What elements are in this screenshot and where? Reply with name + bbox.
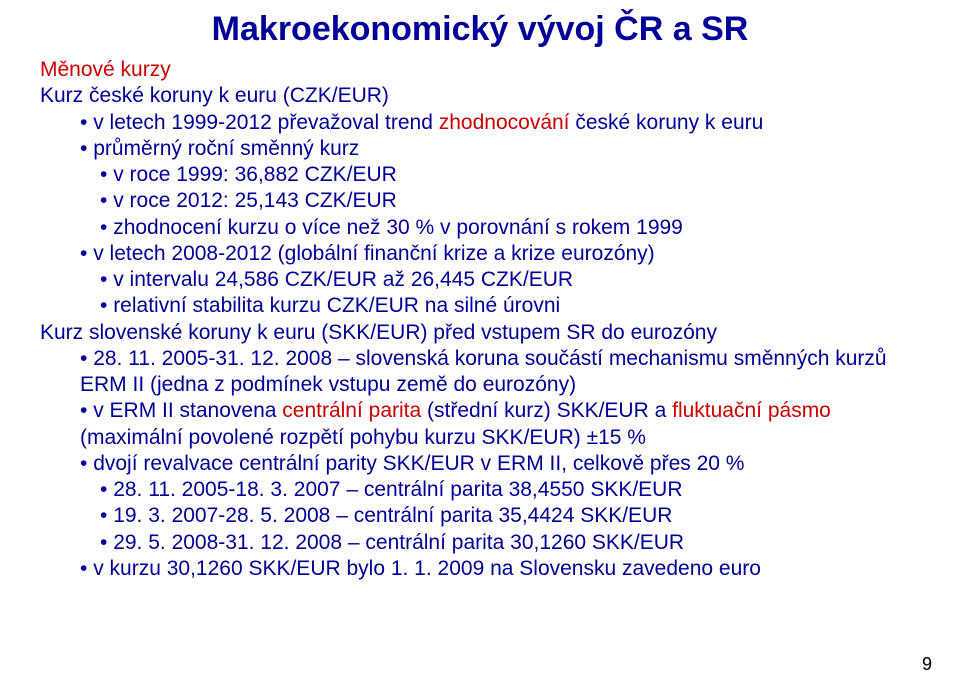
czk-sublist-1: v roce 1999: 36,882 CZK/EUR v roce 2012:… bbox=[40, 162, 920, 241]
skk-sublist: 28. 11. 2005-18. 3. 2007 – centrální par… bbox=[40, 477, 920, 556]
czk-sub-2: v roce 2012: 25,143 CZK/EUR bbox=[100, 188, 920, 214]
highlight-fluktuacni-pasmo: fluktuační pásmo bbox=[672, 399, 831, 422]
slide: Makroekonomický vývoj ČR a SR Měnové kur… bbox=[0, 0, 960, 689]
czk-list: v letech 1999-2012 převažoval trend zhod… bbox=[40, 110, 920, 163]
page-number: 9 bbox=[922, 654, 932, 675]
skk-sub-1: 28. 11. 2005-18. 3. 2007 – centrální par… bbox=[100, 477, 920, 503]
text: v letech 1999-2012 převažoval trend bbox=[93, 111, 439, 134]
czk-list-2: v letech 2008-2012 (globální finanční kr… bbox=[40, 241, 920, 267]
skk-sub-3: 29. 5. 2008-31. 12. 2008 – centrální par… bbox=[100, 530, 920, 556]
skk-bullet-1: 28. 11. 2005-31. 12. 2008 – slovenská ko… bbox=[80, 346, 920, 399]
slide-body: Měnové kurzy Kurz české koruny k euru (C… bbox=[40, 57, 920, 582]
czk-sub-4: v intervalu 24,586 CZK/EUR až 26,445 CZK… bbox=[100, 267, 920, 293]
text: české koruny k euru bbox=[570, 111, 764, 134]
skk-bullet-2: v ERM II stanovena centrální parita (stř… bbox=[80, 398, 920, 451]
czk-bullet-2: průměrný roční směnný kurz bbox=[80, 136, 920, 162]
text: v ERM II stanovena bbox=[93, 399, 282, 422]
skk-list: 28. 11. 2005-31. 12. 2008 – slovenská ko… bbox=[40, 346, 920, 477]
section-heading-menove-kurzy: Měnové kurzy bbox=[40, 57, 920, 83]
skk-heading: Kurz slovenské koruny k euru (SKK/EUR) p… bbox=[40, 320, 920, 346]
czk-sub-5: relativní stabilita kurzu CZK/EUR na sil… bbox=[100, 293, 920, 319]
czk-sublist-2: v intervalu 24,586 CZK/EUR až 26,445 CZK… bbox=[40, 267, 920, 320]
czk-heading: Kurz české koruny k euru (CZK/EUR) bbox=[40, 83, 920, 109]
text: (střední kurz) SKK/EUR a bbox=[421, 399, 672, 422]
czk-sub-1: v roce 1999: 36,882 CZK/EUR bbox=[100, 162, 920, 188]
highlight-zhodnocovani: zhodnocování bbox=[439, 111, 570, 134]
text: (maximální povolené rozpětí pohybu kurzu… bbox=[80, 426, 646, 449]
skk-bullet-4: v kurzu 30,1260 SKK/EUR bylo 1. 1. 2009 … bbox=[80, 556, 920, 582]
czk-bullet-3: v letech 2008-2012 (globální finanční kr… bbox=[80, 241, 920, 267]
skk-bullet-3: dvojí revalvace centrální parity SKK/EUR… bbox=[80, 451, 920, 477]
slide-title: Makroekonomický vývoj ČR a SR bbox=[40, 10, 920, 49]
czk-bullet-1: v letech 1999-2012 převažoval trend zhod… bbox=[80, 110, 920, 136]
czk-sub-3: zhodnocení kurzu o více než 30 % v porov… bbox=[100, 215, 920, 241]
highlight-centralni-parita: centrální parita bbox=[282, 399, 421, 422]
skk-list-2: v kurzu 30,1260 SKK/EUR bylo 1. 1. 2009 … bbox=[40, 556, 920, 582]
skk-sub-2: 19. 3. 2007-28. 5. 2008 – centrální pari… bbox=[100, 503, 920, 529]
